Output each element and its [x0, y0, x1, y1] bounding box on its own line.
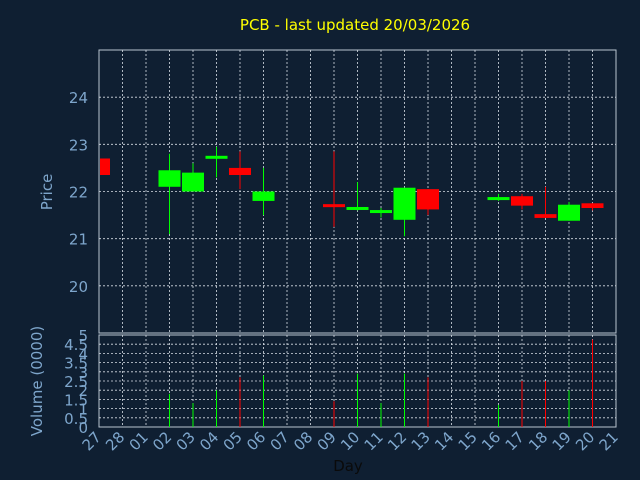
volume-tick-label: 0	[78, 419, 88, 437]
volume-tick-label: 2.5	[64, 373, 88, 391]
x-tick-label: 06	[243, 428, 269, 454]
x-tick-labels: 2728010203040506070809101112131415161718…	[79, 428, 622, 454]
volume-bars	[169, 339, 593, 427]
candle-body	[346, 206, 369, 210]
x-tick-label: 16	[478, 428, 504, 454]
candle-body	[487, 197, 510, 201]
candle-body	[370, 210, 392, 214]
x-tick-label: 04	[196, 428, 222, 454]
x-tick-label: 02	[149, 428, 175, 454]
candle-body	[229, 167, 251, 175]
candle-body	[100, 158, 110, 175]
volume-tick-label: 4	[78, 345, 88, 363]
x-tick-label: 01	[126, 428, 152, 454]
volume-tick-label: 1	[78, 401, 88, 419]
volume-y-tick-labels: 00.511.522.533.544.55	[64, 327, 88, 437]
price-tick-label: 24	[69, 89, 88, 107]
x-tick-label: 08	[290, 428, 316, 454]
price-tick-label: 22	[69, 184, 88, 202]
candle-body	[252, 191, 275, 201]
x-tick-label: 07	[267, 428, 293, 454]
volume-axis-label: Volume (0000)	[28, 326, 46, 436]
candle-body	[158, 170, 181, 187]
price-y-tick-labels: 20 21 22 23 24	[69, 89, 88, 296]
x-tick-label: 19	[549, 428, 575, 454]
x-axis-label: Day	[333, 457, 363, 475]
candle-body	[534, 214, 557, 218]
candle-body	[558, 204, 580, 221]
x-tick-label: 21	[596, 428, 622, 454]
candle-body	[581, 203, 604, 209]
price-tick-label: 23	[69, 136, 88, 154]
candle-body	[323, 204, 345, 208]
x-tick-label: 13	[408, 428, 434, 454]
candle-body	[205, 155, 228, 159]
chart-title: PCB - last updated 20/03/2026	[240, 16, 470, 34]
x-tick-label: 11	[361, 428, 387, 454]
grid-lines	[99, 50, 616, 427]
price-axis-label: Price	[38, 174, 56, 211]
x-tick-label: 10	[337, 428, 363, 454]
x-tick-label: 14	[431, 428, 457, 454]
volume-tick-label: 4.5	[64, 336, 88, 354]
x-tick-label: 20	[572, 428, 598, 454]
x-tick-label: 28	[102, 428, 128, 454]
candle-body	[393, 187, 416, 220]
volume-tick-label: 1.5	[64, 391, 88, 409]
volume-tick-label: 3.5	[64, 355, 88, 373]
volume-tick-label: 0.5	[64, 410, 88, 428]
x-tick-label: 03	[173, 428, 199, 454]
candle-body	[417, 189, 439, 210]
x-tick-label: 09	[314, 428, 340, 454]
volume-tick-label: 3	[78, 364, 88, 382]
candle-body	[511, 196, 533, 206]
volume-tick-label: 5	[78, 327, 88, 345]
volume-tick-label: 2	[78, 382, 88, 400]
candle-body	[182, 172, 204, 192]
x-tick-label: 17	[502, 428, 528, 454]
x-tick-label: 18	[525, 428, 551, 454]
x-tick-label: 15	[455, 428, 481, 454]
price-tick-label: 21	[69, 231, 88, 249]
price-tick-label: 20	[69, 278, 88, 296]
x-tick-label: 05	[220, 428, 246, 454]
candles	[100, 146, 604, 237]
x-tick-label: 12	[384, 428, 410, 454]
